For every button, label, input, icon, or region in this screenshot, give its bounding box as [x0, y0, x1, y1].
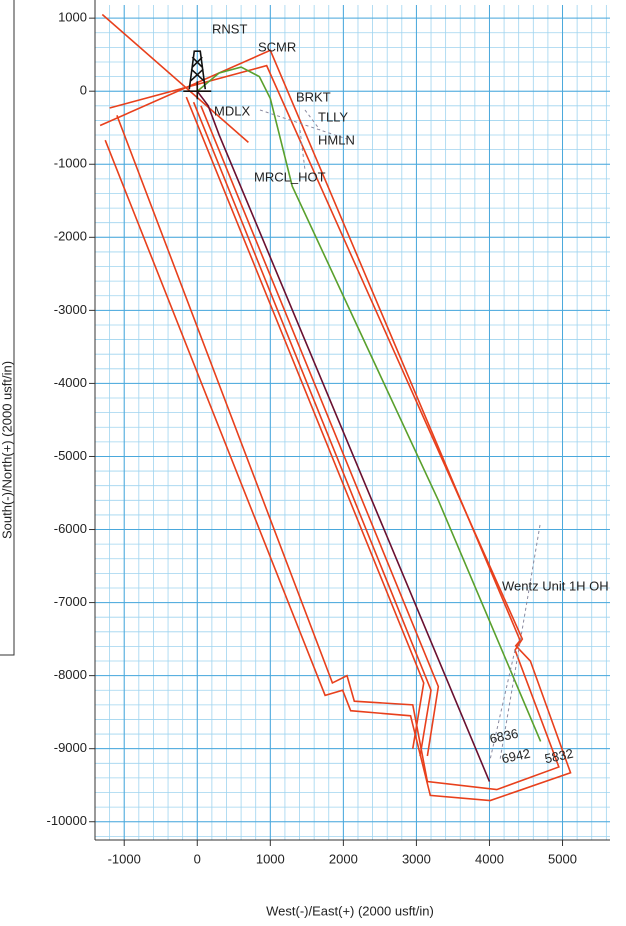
annotation: RNST	[212, 21, 247, 36]
x-tick-label: 4000	[475, 851, 504, 866]
x-tick-label: 3000	[402, 851, 431, 866]
y-tick-label: -10000	[47, 813, 87, 828]
well-path	[200, 105, 440, 757]
well-path	[185, 96, 425, 749]
y-tick-label: -5000	[54, 448, 87, 463]
well-path	[109, 64, 560, 791]
annotation: Wentz Unit 1H OH	[502, 578, 609, 593]
annotation: SCMR	[258, 39, 296, 54]
y-tick-label: -4000	[54, 375, 87, 390]
annotation: 6836	[488, 726, 519, 747]
y-tick-label: -9000	[54, 740, 87, 755]
x-tick-label: 0	[194, 851, 201, 866]
y-tick-label: -7000	[54, 594, 87, 609]
leader-line	[489, 649, 516, 761]
annotation: 5832	[543, 746, 574, 767]
y-tick-label: -1000	[54, 156, 87, 171]
annotation: MDLX	[214, 103, 250, 118]
leader-line	[304, 109, 321, 131]
leader-line	[299, 129, 306, 171]
x-axis-label: West(-)/East(+) (2000 usft/in)	[266, 903, 434, 918]
y-tick-label: 1000	[58, 10, 87, 25]
well-path	[192, 101, 432, 757]
y-tick-label: 0	[80, 83, 87, 98]
annotation: BRKT	[296, 89, 331, 104]
y-tick-label: -6000	[54, 521, 87, 536]
x-tick-label: 5000	[548, 851, 577, 866]
y-tick-label: -3000	[54, 302, 87, 317]
annotation: MRCL_HOT	[254, 169, 326, 184]
well-path	[196, 66, 542, 742]
well-path	[101, 13, 249, 143]
y-tick-label: -8000	[54, 667, 87, 682]
well-path	[99, 49, 572, 802]
y-tick-label: -2000	[54, 229, 87, 244]
leader-line	[259, 109, 351, 141]
rig-icon	[183, 50, 212, 100]
y-axis-label: South(-)/North(+) (2000 usft/in)	[0, 361, 14, 539]
annotation: 6942	[500, 746, 531, 767]
annotation: TLLY	[318, 109, 348, 124]
well-path	[196, 90, 491, 782]
x-tick-label: 1000	[256, 851, 285, 866]
x-tick-label: 2000	[329, 851, 358, 866]
annotation: HMLN	[318, 132, 355, 147]
frame-edge	[0, 0, 15, 656]
leader-line	[499, 524, 541, 761]
x-tick-label: -1000	[108, 851, 141, 866]
